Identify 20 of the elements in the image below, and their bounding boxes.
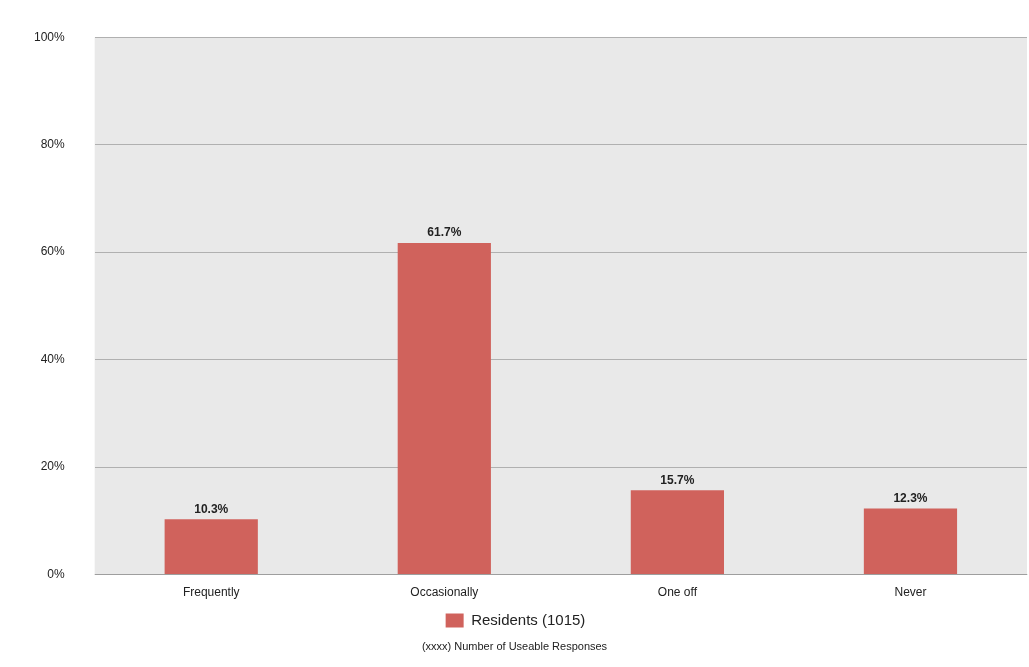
text: (xxxx) Number of Useable Responses — [420, 640, 609, 652]
data-label: 15.7% — [660, 472, 695, 487]
x-tick-label: Frequently — [182, 585, 240, 600]
data-label: 61.7% — [427, 225, 462, 240]
x-tick-label: One off — [657, 585, 698, 600]
data-label: 12.3% — [893, 490, 928, 505]
x-tick-label: Occasionally — [410, 585, 479, 600]
y-tick-label: 60% — [40, 244, 66, 259]
x-tick-label: Never — [894, 585, 927, 600]
y-tick-label: 40% — [40, 351, 66, 366]
bar — [863, 508, 958, 575]
bar — [630, 490, 724, 575]
y-tick-label: 0% — [47, 566, 66, 581]
bar — [397, 243, 491, 575]
y-tick-label: 20% — [40, 459, 66, 474]
legend-label: Residents (1015) — [471, 610, 586, 628]
y-tick-label: 80% — [40, 136, 66, 151]
y-tick-label: 100% — [33, 29, 66, 44]
bar — [164, 519, 258, 575]
data-label: 10.3% — [194, 501, 229, 516]
